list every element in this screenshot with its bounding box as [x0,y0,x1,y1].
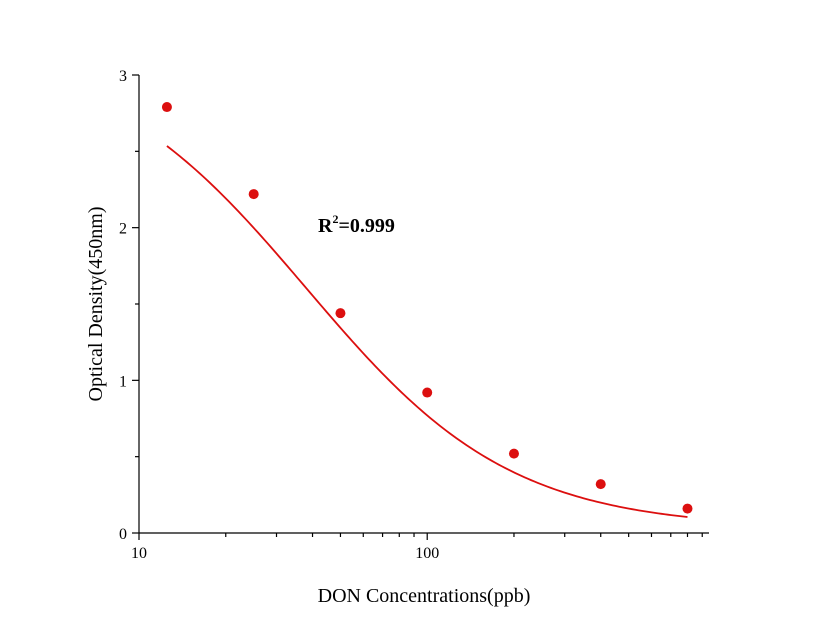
data-point [335,308,346,319]
fit-curve [166,145,688,518]
ticks: 0 1 2 3 10 100 [119,68,703,562]
data-point [161,102,172,113]
axes [138,75,709,534]
data-point [595,479,606,490]
data-point [248,189,259,200]
x-tick-label: 10 [131,545,147,562]
x-tick-label: 100 [415,545,439,562]
y-tick-label: 3 [119,68,127,85]
x-axis-label: DON Concentrations(ppb) [318,585,531,607]
y-tick-label: 2 [119,221,127,238]
r-squared-annotation: R2=0.999 [318,212,395,237]
data-point [422,387,433,398]
y-tick-label: 0 [119,526,127,543]
data-point [508,448,519,459]
y-axis-label: Optical Density(450nm) [85,207,107,402]
data-point [682,503,693,514]
y-tick-label: 1 [119,373,127,390]
data-points [161,102,693,514]
